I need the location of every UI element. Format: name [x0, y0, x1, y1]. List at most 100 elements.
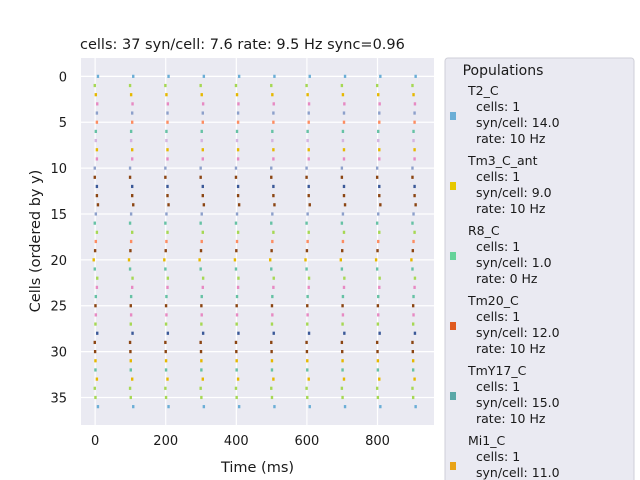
spike-mark — [129, 249, 132, 253]
spike-mark — [165, 294, 168, 299]
spike-mark — [378, 157, 381, 161]
spike-mark — [234, 340, 238, 345]
spike-mark — [273, 203, 276, 207]
spike-mark — [93, 166, 96, 170]
spike-mark — [235, 129, 239, 133]
spike-mark — [164, 304, 168, 308]
spike-mark — [95, 377, 99, 381]
spike-mark — [413, 276, 417, 280]
spike-mark — [307, 285, 310, 289]
spike-mark — [378, 377, 381, 381]
spike-mark — [234, 221, 238, 225]
spike-mark — [305, 221, 308, 225]
spike-mark — [94, 239, 98, 244]
spike-mark — [411, 322, 415, 326]
spike-mark — [272, 377, 275, 381]
spike-mark — [128, 340, 132, 345]
spike-mark — [378, 331, 381, 335]
y-tick-label: 35 — [50, 391, 67, 406]
spike-mark — [307, 230, 310, 234]
spike-mark — [342, 148, 346, 152]
spike-mark — [376, 359, 380, 363]
spike-mark — [308, 203, 311, 207]
x-tick-label: 800 — [365, 434, 390, 449]
spike-mark — [94, 129, 98, 133]
spike-mark — [164, 395, 168, 400]
spike-mark — [202, 405, 206, 409]
spike-mark — [234, 267, 238, 271]
spike-mark — [235, 350, 238, 354]
spike-mark — [202, 74, 206, 78]
spike-mark — [305, 350, 309, 354]
spike-mark — [129, 239, 133, 244]
spike-mark — [128, 267, 132, 271]
spike-mark — [164, 267, 167, 271]
spike-mark — [235, 368, 238, 372]
spike-mark — [273, 74, 276, 78]
spike-mark — [166, 285, 169, 289]
spike-mark — [342, 120, 346, 124]
x-axis-label: Time (ms) — [220, 460, 294, 476]
spike-mark — [95, 148, 99, 152]
spike-mark — [237, 203, 241, 207]
spike-mark — [270, 83, 273, 88]
spike-mark — [376, 350, 379, 354]
legend-entry-detail: syn/cell: 1.0 — [476, 255, 552, 270]
spike-mark — [272, 331, 275, 335]
spike-mark — [165, 239, 168, 244]
legend-entry-detail: cells: 1 — [476, 169, 520, 184]
spike-mark — [167, 203, 170, 207]
spike-mark — [341, 129, 345, 133]
y-tick-label: 10 — [50, 162, 67, 177]
spike-mark — [201, 148, 204, 152]
spike-mark — [411, 304, 415, 308]
spike-mark — [236, 148, 240, 152]
spike-mark — [166, 377, 169, 381]
spike-mark — [411, 395, 415, 400]
spike-mark — [132, 405, 135, 409]
spike-mark — [96, 331, 99, 335]
spike-mark — [411, 359, 415, 363]
spike-mark — [93, 386, 96, 390]
spike-mark — [412, 138, 415, 143]
spike-mark — [376, 304, 380, 308]
spike-mark — [305, 386, 308, 390]
spike-mark — [271, 93, 274, 97]
spike-mark — [379, 74, 382, 78]
spike-mark — [375, 386, 379, 390]
spike-mark — [132, 203, 135, 207]
spike-mark — [411, 83, 414, 88]
legend-entry-detail: rate: 10 Hz — [476, 201, 546, 216]
spike-mark — [343, 276, 346, 280]
spike-mark — [131, 102, 134, 106]
spike-mark — [200, 368, 203, 372]
legend-entry-detail: cells: 1 — [476, 449, 520, 464]
spike-mark — [378, 148, 381, 152]
spike-mark — [201, 184, 204, 189]
spike-mark — [339, 258, 343, 262]
spike-mark — [94, 212, 98, 216]
spike-mark — [410, 258, 413, 262]
spike-mark — [234, 386, 238, 390]
spike-mark — [272, 194, 275, 198]
spike-mark — [236, 120, 240, 124]
spike-mark — [94, 294, 98, 299]
spike-mark — [96, 405, 100, 409]
spike-mark — [413, 331, 417, 335]
spike-mark — [127, 258, 131, 262]
spike-mark — [233, 258, 237, 262]
spike-mark — [307, 331, 311, 335]
spike-mark — [413, 148, 416, 152]
legend-swatch — [450, 392, 456, 400]
y-tick-label: 0 — [59, 70, 67, 85]
spike-mark — [130, 230, 134, 234]
spike-mark — [201, 102, 205, 106]
spike-mark — [343, 405, 347, 409]
spike-mark — [95, 230, 99, 234]
spike-mark — [96, 74, 100, 78]
spike-mark — [95, 111, 99, 115]
spike-mark — [377, 93, 380, 97]
spike-mark — [342, 377, 346, 381]
spike-mark — [340, 267, 344, 271]
